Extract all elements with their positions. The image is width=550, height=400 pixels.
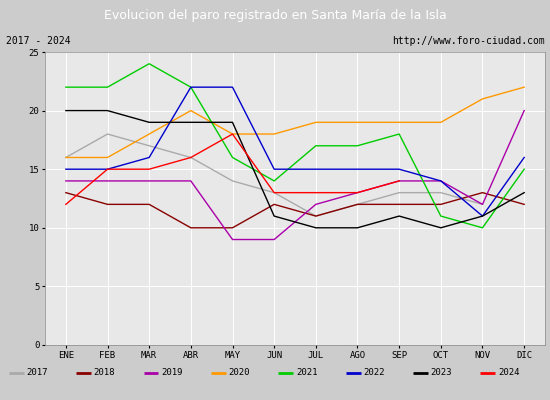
- Text: http://www.foro-ciudad.com: http://www.foro-ciudad.com: [392, 36, 544, 46]
- Text: 2017 - 2024: 2017 - 2024: [6, 36, 70, 46]
- Text: 2022: 2022: [363, 368, 385, 377]
- Text: 2019: 2019: [161, 368, 183, 377]
- Text: 2023: 2023: [431, 368, 452, 377]
- Text: 2017: 2017: [26, 368, 48, 377]
- Text: 2021: 2021: [296, 368, 317, 377]
- Text: 2024: 2024: [498, 368, 520, 377]
- Text: Evolucion del paro registrado en Santa María de la Isla: Evolucion del paro registrado en Santa M…: [103, 8, 447, 22]
- Text: 2020: 2020: [228, 368, 250, 377]
- Text: 2018: 2018: [94, 368, 115, 377]
